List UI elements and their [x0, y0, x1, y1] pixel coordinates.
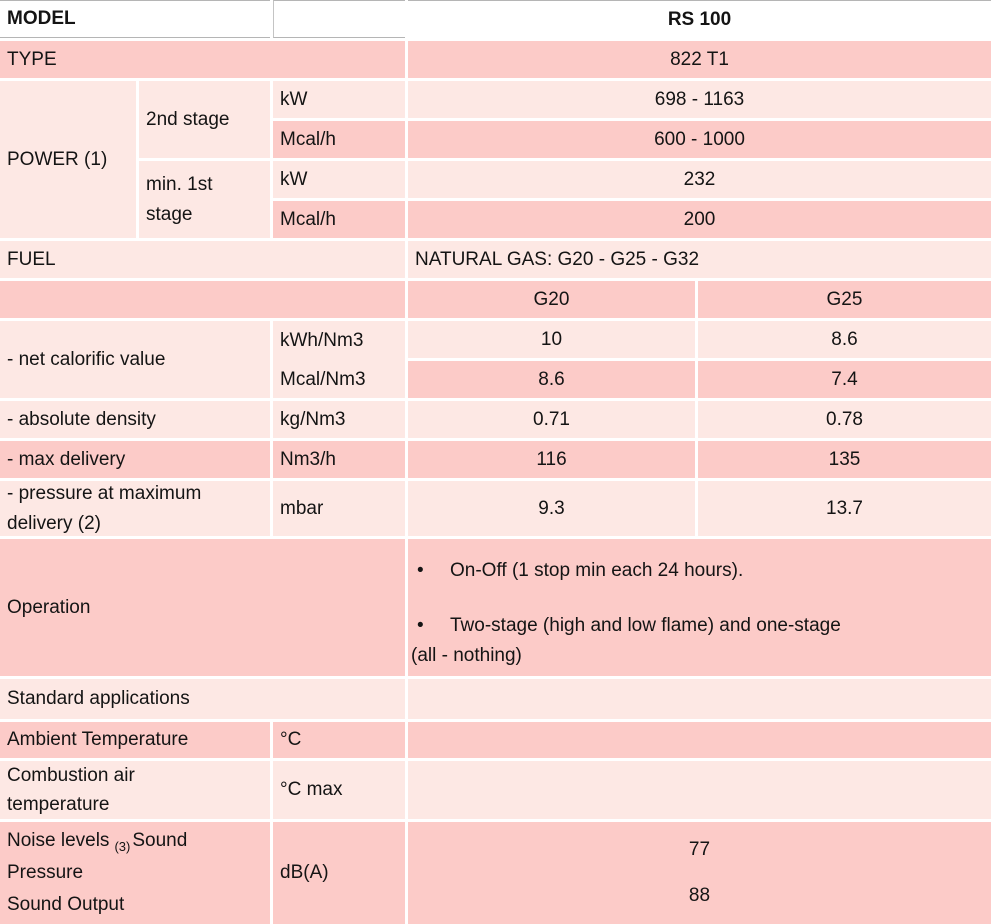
operation-item-2-text-continued: (all - nothing): [411, 645, 522, 666]
type-label-cell: TYPE: [0, 41, 405, 78]
ncv-label-cell: - net calorific value: [0, 321, 270, 398]
combustion-air-label-cell: Combustion air temperature: [0, 761, 270, 819]
ambient-temperature-value-cell: [408, 722, 991, 758]
power-2nd-mcal-value-cell: 600 - 1000: [408, 121, 991, 158]
ncv-mcal-g20-cell: 8.6: [408, 361, 695, 398]
operation-item-1-text: On-Off (1 stop min each 24 hours).: [450, 560, 744, 581]
power-min-1st-stage-cell: min. 1st stage: [139, 161, 270, 238]
standard-applications-label-cell: Standard applications: [0, 679, 405, 719]
power-2nd-mcal-unit-cell: Mcal/h: [273, 121, 405, 158]
delivery-label-cell: - max delivery: [0, 441, 270, 478]
combustion-air-unit-cell: °C max: [273, 761, 405, 819]
power-1st-mcal-value-cell: 200: [408, 201, 991, 238]
delivery-g25-cell: 135: [698, 441, 991, 478]
ncv-mcal-g25-cell: 7.4: [698, 361, 991, 398]
model-spacer-cell: [273, 0, 405, 38]
operation-label-cell: Operation: [0, 539, 405, 676]
standard-applications-value-cell: [408, 679, 991, 719]
power-2nd-kw-unit-cell: kW: [273, 81, 405, 118]
delivery-unit-cell: Nm3/h: [273, 441, 405, 478]
type-value-cell: 822 T1: [408, 41, 991, 78]
noise-value-cell: 77 88: [408, 822, 991, 924]
power-1st-kw-value-cell: 232: [408, 161, 991, 198]
operation-value-cell: • On-Off (1 stop min each 24 hours). • Two…: [408, 539, 991, 676]
density-g25-cell: 0.78: [698, 401, 991, 438]
ncv-unit-mcal: Mcal/Nm3: [280, 368, 366, 390]
density-label-cell: - absolute density: [0, 401, 270, 438]
noise-unit-cell: dB(A): [273, 822, 405, 924]
operation-item-2-text: Two-stage (high and low flame) and one-s…: [450, 615, 841, 636]
gas-header-g25-cell: G25: [698, 281, 991, 318]
ambient-temperature-unit-cell: °C: [273, 722, 405, 758]
ambient-temperature-label-cell: Ambient Temperature: [0, 722, 270, 758]
noise-label-cell: Noise levels (3) Sound Pressure Sound Outp…: [0, 822, 270, 924]
ncv-kwh-g20-cell: 10: [408, 321, 695, 358]
ncv-units-cell: kWh/Nm3 Mcal/Nm3: [273, 321, 405, 398]
operation-item-1: • On-Off (1 stop min each 24 hours).: [411, 556, 983, 586]
fuel-value-cell: NATURAL GAS: G20 - G25 - G32: [408, 241, 991, 278]
power-1st-mcal-unit-cell: Mcal/h: [273, 201, 405, 238]
power-min-1st-stage-label: min. 1st stage: [146, 174, 213, 225]
noise-label-main: Noise levels: [7, 830, 110, 851]
density-g20-cell: 0.71: [408, 401, 695, 438]
bullet-icon: •: [417, 615, 424, 636]
pressure-label-cell: - pressure at maximum delivery (2): [0, 481, 270, 536]
sound-output-value: 88: [688, 884, 711, 906]
noise-label-rest: Sound Pressure: [7, 830, 188, 883]
model-value-cell: RS 100: [408, 0, 991, 38]
operation-item-2: • Two-stage (high and low flame) and one-…: [411, 611, 983, 671]
combustion-air-label: Combustion air temperature: [7, 764, 135, 815]
gas-header-g20-cell: G20: [408, 281, 695, 318]
gas-header-spacer-cell: [0, 281, 405, 318]
power-1st-kw-unit-cell: kW: [273, 161, 405, 198]
bullet-icon: •: [417, 560, 424, 581]
noise-label-line-2: Sound Output: [7, 894, 125, 915]
pressure-g25-cell: 13.7: [698, 481, 991, 536]
sound-pressure-value: 77: [688, 838, 711, 860]
noise-footnote-ref: (3): [114, 838, 131, 854]
combustion-air-value-cell: [408, 761, 991, 819]
model-label-cell: MODEL: [0, 0, 270, 38]
power-label-cell: POWER (1): [0, 81, 136, 238]
pressure-unit-cell: mbar: [273, 481, 405, 536]
power-2nd-stage-cell: 2nd stage: [139, 81, 270, 158]
ncv-unit-kwh: kWh/Nm3: [280, 329, 364, 351]
pressure-g20-cell: 9.3: [408, 481, 695, 536]
power-2nd-kw-value-cell: 698 - 1163: [408, 81, 991, 118]
delivery-g20-cell: 116: [408, 441, 695, 478]
fuel-label-cell: FUEL: [0, 241, 405, 278]
density-unit-cell: kg/Nm3: [273, 401, 405, 438]
noise-label-line-1: Noise levels (3) Sound Pressure: [7, 825, 264, 889]
ncv-kwh-g25-cell: 8.6: [698, 321, 991, 358]
